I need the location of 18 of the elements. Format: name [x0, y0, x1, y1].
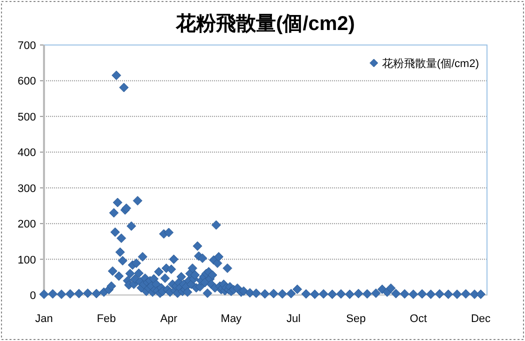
y-tick-label: 700: [18, 40, 36, 52]
x-tick-label: Feb: [96, 313, 116, 325]
y-tick-label: 200: [18, 218, 36, 231]
y-tick-label: 600: [18, 76, 36, 88]
x-tick-label: Sep: [346, 313, 366, 325]
x-tick-label: Dec: [470, 313, 492, 325]
legend-label: 花粉飛散量(個/cm2): [382, 57, 479, 70]
y-tick-label: 500: [18, 111, 36, 124]
y-tick-label: 400: [18, 147, 36, 160]
x-tick-label: May: [220, 313, 242, 325]
x-tick-label: Apr: [160, 313, 178, 325]
x-tick-label: Jan: [35, 313, 53, 325]
chart-title: 花粉飛散量(個/cm2): [175, 13, 355, 35]
x-tick-label: Jul: [286, 313, 301, 325]
y-tick-label: 100: [18, 254, 36, 266]
y-tick-label: 300: [18, 182, 36, 195]
y-tick-label: 0: [30, 290, 36, 302]
x-tick-label: Oct: [410, 313, 427, 325]
